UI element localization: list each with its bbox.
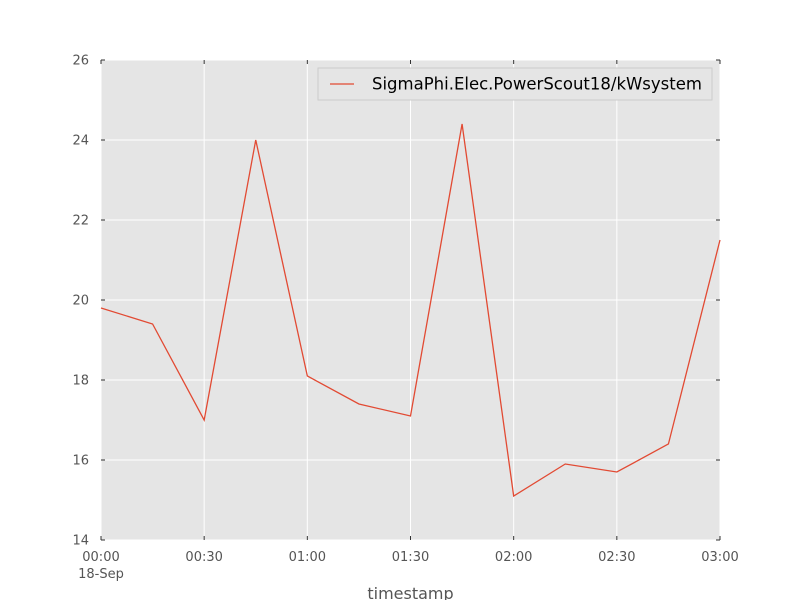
x-axis-label: timestamp (367, 584, 453, 600)
x-tick-label: 01:00 (289, 550, 326, 565)
y-tick-label: 14 (72, 534, 89, 549)
legend-box (317, 67, 713, 101)
x-tick-label: 00:00 (82, 550, 119, 565)
y-tick-label: 20 (72, 294, 89, 309)
y-tick-label: 22 (72, 214, 89, 229)
y-tick-label: 16 (72, 454, 89, 469)
x-tick-label: 00:30 (185, 550, 222, 565)
tick-labels: 14 16 18 20 22 24 26 00:00 00:30 01:00 01:30 02:00 0… (72, 54, 738, 566)
y-tick-label: 24 (72, 134, 89, 149)
y-tick-label: 18 (72, 374, 89, 389)
x-tick-label: 02:00 (495, 550, 532, 565)
x-tick-label: 03:00 (701, 550, 738, 565)
legend: SigmaPhi.Elec.PowerScout18/kWsystem (317, 67, 713, 101)
x-tick-label: 01:30 (392, 550, 429, 565)
axis-ticks (100, 59, 721, 541)
series-layer (100, 123, 721, 498)
legend-label: SigmaPhi.Elec.PowerScout18/kWsystem (372, 75, 702, 94)
x-tick-label: 02:30 (598, 550, 635, 565)
y-tick-label: 26 (72, 54, 89, 69)
x-axis-date-label: 18-Sep (78, 567, 124, 582)
